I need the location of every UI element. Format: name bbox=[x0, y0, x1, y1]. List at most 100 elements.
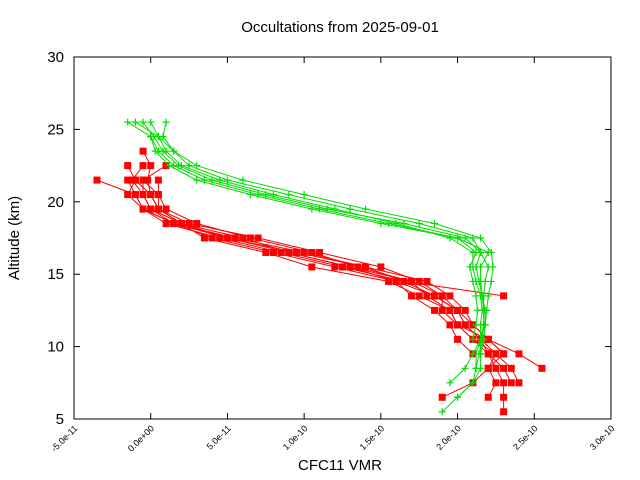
y-tick-label: 15 bbox=[47, 266, 64, 283]
data-point-green bbox=[147, 118, 155, 126]
data-point-red bbox=[346, 263, 354, 271]
data-point-green bbox=[331, 205, 339, 213]
data-point-red bbox=[262, 248, 270, 256]
data-point-red bbox=[446, 292, 454, 300]
data-point-green bbox=[478, 292, 486, 300]
data-point-red bbox=[154, 205, 162, 213]
data-point-red bbox=[408, 277, 416, 285]
data-point-green bbox=[193, 176, 201, 184]
data-point-red bbox=[454, 321, 462, 329]
data-point-green bbox=[469, 379, 477, 387]
data-point-green bbox=[147, 133, 155, 141]
data-point-green bbox=[139, 118, 147, 126]
data-point-red bbox=[500, 379, 508, 387]
x-tick-label: 3.0e-10 bbox=[588, 423, 617, 452]
x-tick-label: 1.0e-10 bbox=[281, 423, 310, 452]
data-point-red bbox=[154, 176, 162, 184]
data-point-green bbox=[483, 306, 491, 314]
data-point-green bbox=[484, 292, 492, 300]
data-point-green bbox=[362, 205, 370, 213]
y-tick-label: 5 bbox=[56, 411, 64, 428]
data-point-green bbox=[472, 248, 480, 256]
data-point-red bbox=[223, 234, 231, 242]
data-point-green bbox=[323, 205, 331, 213]
data-point-green bbox=[487, 248, 495, 256]
data-point-green bbox=[159, 147, 167, 155]
data-point-red bbox=[139, 176, 147, 184]
data-point-red bbox=[131, 176, 139, 184]
data-point-green bbox=[469, 335, 477, 343]
data-point-red bbox=[492, 350, 500, 358]
data-point-green bbox=[477, 234, 485, 242]
data-point-green bbox=[131, 118, 139, 126]
data-point-green bbox=[446, 379, 454, 387]
data-point-green bbox=[262, 191, 270, 199]
x-tick-label: 1.5e-10 bbox=[358, 423, 387, 452]
data-point-red bbox=[144, 176, 152, 184]
data-point-red bbox=[538, 364, 546, 372]
x-tick-label: -5.0e-11 bbox=[49, 423, 79, 453]
data-point-green bbox=[438, 408, 446, 416]
data-point-red bbox=[208, 234, 216, 242]
data-point-red bbox=[308, 248, 316, 256]
data-point-green bbox=[461, 364, 469, 372]
y-tick-label: 30 bbox=[47, 49, 64, 66]
series-line-green bbox=[150, 121, 489, 398]
data-point-red bbox=[124, 176, 132, 184]
data-point-red bbox=[454, 306, 462, 314]
data-point-green bbox=[162, 118, 170, 126]
data-point-red bbox=[484, 335, 492, 343]
y-tick-label: 20 bbox=[47, 194, 64, 211]
data-point-red bbox=[139, 147, 147, 155]
data-point-red bbox=[431, 306, 439, 314]
data-point-red bbox=[415, 292, 423, 300]
data-point-red bbox=[339, 263, 346, 271]
data-point-green bbox=[392, 220, 400, 228]
data-point-red bbox=[162, 205, 170, 213]
data-point-red bbox=[500, 393, 508, 401]
data-point-green bbox=[208, 176, 216, 184]
plot-frame bbox=[73, 56, 612, 420]
data-point-red bbox=[507, 379, 515, 387]
data-point-red bbox=[254, 234, 262, 242]
data-point-red bbox=[277, 248, 285, 256]
x-tick-label: 5.0e-11 bbox=[205, 423, 233, 451]
data-point-green bbox=[477, 350, 485, 358]
data-point-red bbox=[500, 350, 508, 358]
data-point-green bbox=[472, 292, 480, 300]
data-point-red bbox=[507, 364, 515, 372]
data-point-green bbox=[481, 277, 489, 285]
x-tick-label: 2.5e-10 bbox=[511, 423, 540, 452]
data-point-red bbox=[308, 263, 316, 271]
data-point-red bbox=[300, 248, 308, 256]
series-line-red bbox=[135, 179, 512, 384]
data-point-red bbox=[170, 220, 178, 228]
data-point-red bbox=[438, 306, 446, 314]
data-point-red bbox=[454, 335, 462, 343]
data-point-green bbox=[472, 364, 480, 372]
data-point-green bbox=[487, 277, 495, 285]
data-point-red bbox=[492, 364, 500, 372]
data-point-red bbox=[185, 220, 193, 228]
data-point-red bbox=[231, 234, 239, 242]
data-point-green bbox=[300, 191, 308, 199]
data-point-red bbox=[147, 191, 155, 199]
series-layer bbox=[93, 118, 546, 416]
data-point-red bbox=[162, 220, 170, 228]
data-point-red bbox=[446, 321, 454, 329]
data-point-red bbox=[515, 379, 523, 387]
data-point-green bbox=[400, 220, 408, 228]
data-point-red bbox=[124, 191, 132, 199]
data-point-red bbox=[400, 277, 408, 285]
data-point-red bbox=[124, 162, 132, 170]
data-point-red bbox=[423, 277, 431, 285]
chart-title: Occultations from 2025-09-01 bbox=[241, 19, 439, 36]
series-line-red bbox=[142, 165, 497, 398]
data-point-green bbox=[239, 176, 247, 184]
data-point-red bbox=[239, 234, 247, 242]
data-point-green bbox=[481, 321, 489, 329]
data-point-red bbox=[484, 350, 492, 358]
data-point-red bbox=[431, 292, 439, 300]
data-point-red bbox=[362, 263, 370, 271]
